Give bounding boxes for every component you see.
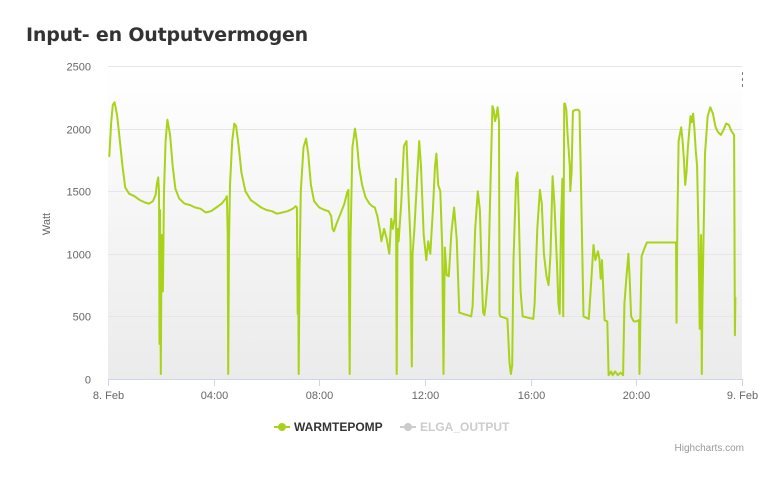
x-tick-label: 04:00 [201,390,229,402]
y-tick-label: 2500 [67,62,91,74]
legend-symbol-marker [404,423,412,431]
y-tick-label: 500 [73,312,91,324]
x-tick-label: 8. Feb [93,390,124,402]
series-line-warmtepomp [108,101,737,377]
legend-item-warmtepomp[interactable]: WARMTEPOMP [274,420,383,434]
series-group [108,101,737,377]
legend-symbol-marker [278,423,286,431]
y-tick-label: 1000 [67,250,91,262]
y-axis-ticks: 0 500 1000 1500 2000 2500 [67,62,91,387]
chart-title: Input- en Outputvermogen [26,24,309,46]
credits-link[interactable]: Highcharts.com [674,443,744,454]
legend[interactable]: WARMTEPOMP ELGA_OUTPUT [274,420,510,434]
y-tick-label: 2000 [67,125,91,137]
legend-item-elga_output[interactable]: ELGA_OUTPUT [400,420,510,434]
legend-label: ELGA_OUTPUT [420,420,510,434]
x-tick-label: 20:00 [623,390,651,402]
x-tick-label: 12:00 [412,390,440,402]
x-tick-label: 08:00 [306,390,334,402]
y-tick-label: 1500 [67,187,91,199]
legend-label: WARMTEPOMP [294,420,383,434]
y-axis-label: Watt [41,213,53,235]
x-tick-label: 9. Feb [727,390,758,402]
y-tick-label: 0 [85,375,91,387]
x-axis-ticks: 8. Feb 04:00 08:00 12:00 16:00 20:00 9. Feb [93,379,758,402]
x-tick-label: 16:00 [518,390,546,402]
plot-background [108,66,742,379]
